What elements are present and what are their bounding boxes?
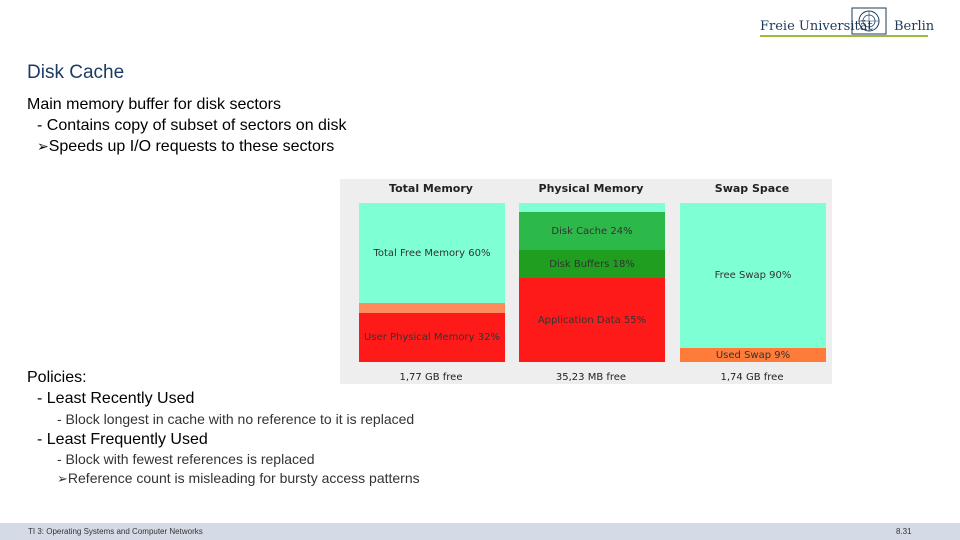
user-physical-memory-bar: User Physical Memory 32% bbox=[359, 313, 505, 362]
logo-rule bbox=[760, 35, 928, 37]
application-data-bar: Application Data 55% bbox=[519, 278, 665, 362]
free-swap-bar: Free Swap 90% bbox=[680, 203, 826, 348]
total-orange-bar bbox=[359, 303, 505, 313]
used-swap-bar: Used Swap 9% bbox=[680, 348, 826, 362]
disk-cache-bar: Disk Cache 24% bbox=[519, 212, 665, 250]
physical-memory-footer: 35,23 MB free bbox=[555, 372, 627, 383]
text-line-4: Policies: bbox=[27, 369, 87, 386]
footer-page-number: 8.31 bbox=[896, 527, 912, 536]
text-line-3: ➢Speeds up I/O requests to these sectors bbox=[37, 138, 335, 155]
university-logo: Freie Universität Berlin bbox=[760, 6, 934, 40]
text-line-1: Main memory buffer for disk sectors bbox=[27, 96, 282, 113]
text-line-7: - Least Frequently Used bbox=[37, 431, 208, 448]
arrow-bullet-icon: ➢ bbox=[57, 472, 68, 487]
footer-course-title: TI 3: Operating Systems and Computer Net… bbox=[28, 527, 203, 536]
text-line-6: - Block longest in cache with no referen… bbox=[57, 411, 415, 427]
total-memory-footer: 1,77 GB free bbox=[399, 372, 463, 383]
text-line-8: - Block with fewest references is replac… bbox=[57, 451, 315, 467]
disk-buffers-bar: Disk Buffers 18% bbox=[519, 250, 665, 278]
total-memory-header: Total Memory bbox=[389, 182, 473, 195]
physical-memory-header: Physical Memory bbox=[538, 182, 644, 195]
arrow-bullet-icon: ➢ bbox=[37, 139, 49, 155]
footer-bar bbox=[0, 523, 960, 540]
text-line-9: ➢Reference count is misleading for burst… bbox=[57, 470, 420, 487]
slide-title: Disk Cache bbox=[27, 62, 125, 83]
physical-free-bar bbox=[519, 203, 665, 212]
logo-text-left: Freie Universität bbox=[760, 19, 873, 34]
text-line-2: - Contains copy of subset of sectors on … bbox=[37, 117, 347, 134]
seal-icon bbox=[851, 7, 887, 35]
text-line-5: - Least Recently Used bbox=[37, 390, 195, 407]
swap-space-footer: 1,74 GB free bbox=[720, 372, 784, 383]
logo-text-right: Berlin bbox=[894, 19, 935, 34]
total-free-memory-bar: Total Free Memory 60% bbox=[359, 203, 505, 303]
swap-space-header: Swap Space bbox=[714, 182, 790, 195]
